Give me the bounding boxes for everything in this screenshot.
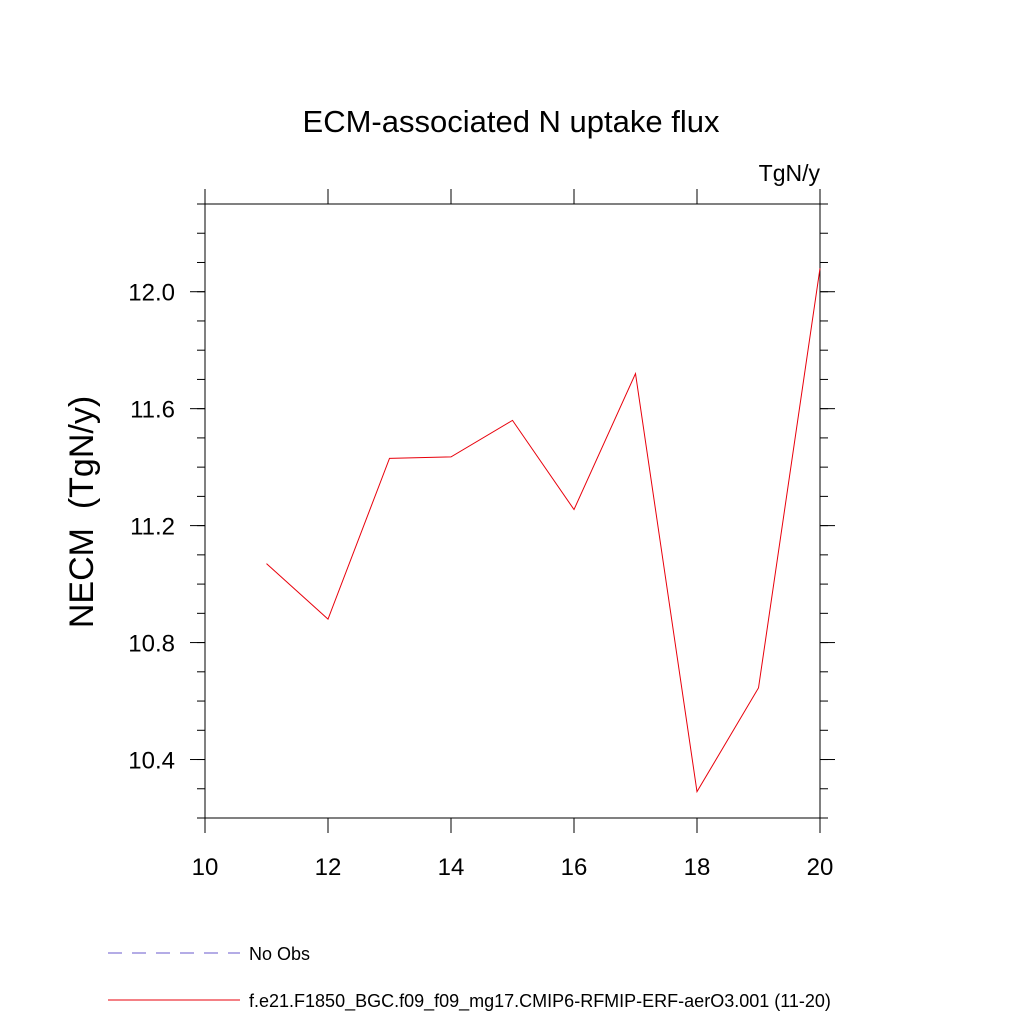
data-point — [819, 267, 822, 270]
x-tick-label: 12 — [315, 854, 342, 881]
data-point — [757, 686, 760, 689]
y-tick-label: 10.8 — [128, 631, 175, 658]
data-point — [265, 562, 268, 565]
major-ticks — [190, 189, 835, 833]
legend: No Obs f.e21.F1850_BGC.f09_f09_mg17.CMIP… — [108, 944, 831, 1012]
data-point — [634, 372, 637, 375]
units-label: TgN/y — [759, 160, 821, 186]
x-tick-labels: 10 12 14 16 18 20 — [192, 854, 834, 881]
y-tick-label: 12.0 — [128, 280, 175, 307]
minor-ticks — [197, 203, 828, 819]
x-tick-label: 18 — [684, 854, 711, 881]
legend-label-model-run: f.e21.F1850_BGC.f09_f09_mg17.CMIP6-RFMIP… — [249, 991, 831, 1012]
x-tick-label: 16 — [561, 854, 588, 881]
y-tick-label: 11.6 — [130, 397, 175, 424]
data-point — [696, 790, 699, 793]
data-point — [573, 508, 576, 511]
x-tick-label: 10 — [192, 854, 219, 881]
x-tick-label: 14 — [438, 854, 465, 881]
data-point — [511, 419, 514, 422]
y-tick-label: 10.4 — [128, 748, 175, 775]
plot-frame — [204, 203, 821, 819]
legend-label-no-obs: No Obs — [249, 944, 310, 964]
series-line-1 — [266, 268, 821, 794]
y-tick-labels: 10.4 10.8 11.2 11.6 12.0 — [128, 280, 175, 775]
x-tick-label: 20 — [807, 854, 834, 881]
y-axis-label: NECM (TgN/y) — [63, 396, 101, 628]
y-tick-label: 11.2 — [130, 514, 175, 541]
data-point — [388, 457, 391, 460]
series-layer — [265, 267, 822, 794]
data-point — [450, 455, 453, 458]
chart-title: ECM-associated N uptake flux — [303, 104, 720, 139]
data-point — [327, 618, 330, 621]
